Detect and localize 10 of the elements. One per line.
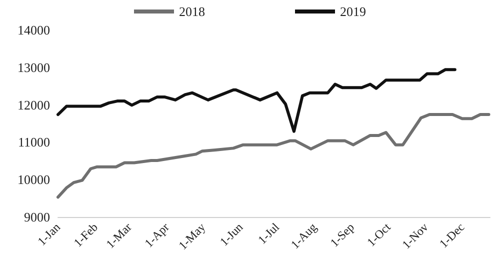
legend-label: 2019 (340, 4, 366, 19)
y-tick-label: 11000 (18, 134, 50, 150)
y-tick-label: 10000 (18, 172, 50, 188)
y-tick-label: 9000 (24, 210, 50, 224)
y-tick-label: 13000 (18, 60, 50, 75)
line-series (56, 68, 456, 133)
y-tick-label: 14000 (18, 22, 50, 38)
line-series (56, 113, 490, 199)
legend-label: 2018 (179, 4, 205, 19)
y-tick-label: 12000 (18, 97, 50, 112)
